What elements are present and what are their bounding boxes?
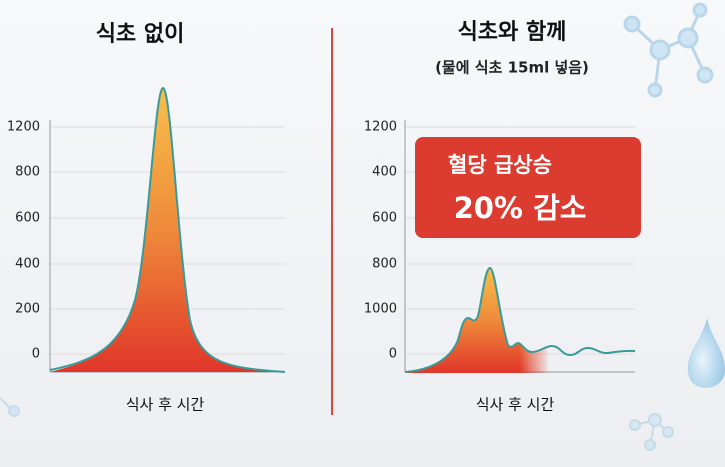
y-tick-label: 800 bbox=[372, 257, 397, 272]
x-label: 식사 후 시간 bbox=[476, 396, 555, 414]
y-tick-label: 1200 bbox=[7, 120, 40, 135]
y-tick-label: 0 bbox=[32, 347, 40, 362]
curve-line bbox=[49, 86, 286, 373]
y-tick-label: 0 bbox=[389, 347, 397, 362]
y-tick-label: 800 bbox=[15, 165, 40, 180]
y-tick-label: 600 bbox=[15, 211, 40, 226]
panel-subtitle: (물에 식초 15ml 넣음) bbox=[435, 59, 589, 77]
y-tick-label: 400 bbox=[15, 257, 40, 272]
molecule bbox=[623, 2, 714, 98]
callout-text: 혈당 급상승 bbox=[448, 153, 552, 177]
y-tick-label: 1200 bbox=[364, 120, 397, 135]
callout-box bbox=[415, 137, 641, 238]
panel-title: 식초와 함께 bbox=[458, 20, 567, 45]
y-tick-label: 600 bbox=[372, 211, 397, 226]
y-tick-label: 200 bbox=[15, 302, 40, 317]
curve-area bbox=[50, 88, 285, 372]
callout-text: 20% 감소 bbox=[454, 191, 587, 225]
y-tick-label: 400 bbox=[372, 165, 397, 180]
y-tick-label: 1000 bbox=[364, 302, 397, 317]
panel-title: 식초 없이 bbox=[96, 22, 185, 47]
molecule bbox=[0, 397, 674, 451]
water-drop bbox=[687, 318, 725, 388]
curve-line bbox=[404, 266, 636, 373]
x-label: 식사 후 시간 bbox=[126, 396, 205, 414]
